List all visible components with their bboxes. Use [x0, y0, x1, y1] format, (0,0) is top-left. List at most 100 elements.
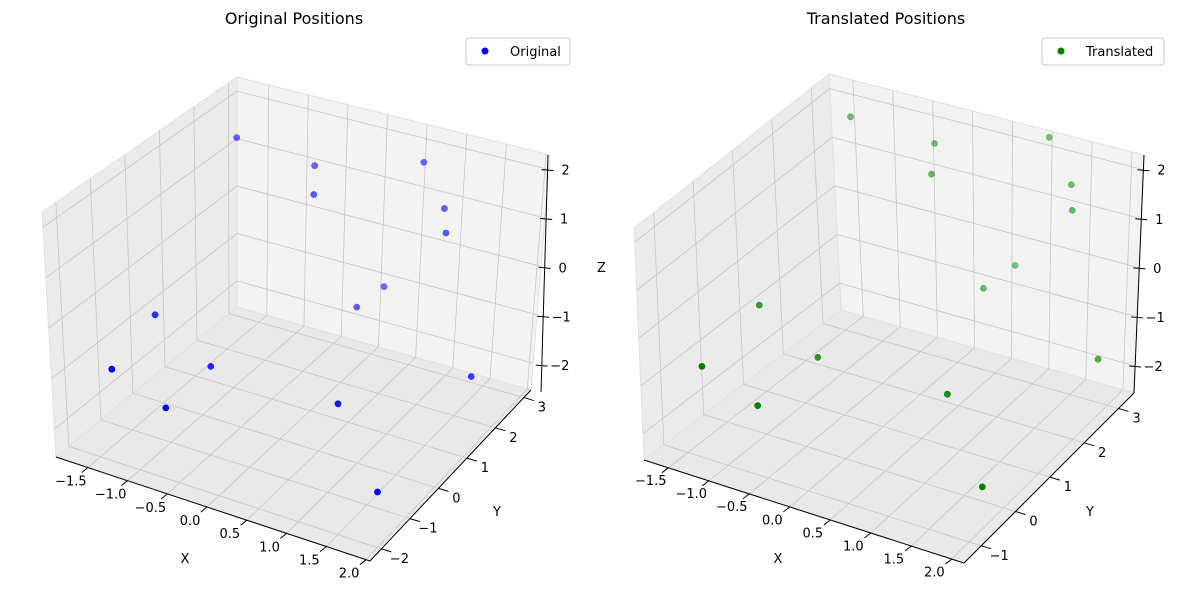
data-point — [1067, 181, 1075, 189]
data-point — [151, 311, 159, 319]
z-tick-label: 0 — [559, 261, 567, 276]
data-point — [944, 390, 951, 398]
y-axis-ticks: −2 −1 0 1 2 3 — [369, 389, 546, 567]
data-point — [1011, 262, 1019, 269]
y-tick-mark — [466, 457, 478, 462]
z-grid-line — [839, 282, 1136, 367]
y-tick-label: −2 — [390, 552, 409, 567]
data-point — [334, 400, 342, 408]
x-grid-line — [951, 389, 1124, 560]
y-tick-mark — [1118, 407, 1129, 412]
z-grid-line — [45, 138, 238, 278]
data-point — [1045, 133, 1053, 141]
z-grid-line — [236, 90, 549, 170]
x-tick-mark — [121, 480, 128, 487]
x-tick-mark — [359, 559, 367, 566]
y-tick-mark — [1049, 476, 1061, 481]
y-grid-line — [771, 119, 784, 354]
y-grid-line — [100, 419, 411, 520]
x-grid-line — [127, 325, 305, 481]
legend-box — [1041, 37, 1165, 66]
x-grid-line — [1048, 131, 1053, 369]
x-tick-label: −1.0 — [95, 488, 127, 503]
x-grid-line — [708, 326, 901, 482]
x-grid-line — [668, 315, 864, 469]
z-grid-line — [236, 138, 546, 219]
z-tick-label: −2 — [1144, 360, 1163, 375]
y-tick-label: −1 — [990, 549, 1009, 564]
x-tick-mark — [240, 519, 248, 526]
z-grid-line — [829, 88, 1144, 171]
grid-lines — [634, 80, 1144, 560]
data-point — [698, 363, 706, 370]
data-point — [380, 283, 388, 291]
x-grid-line — [526, 153, 547, 389]
x-tick-label: 1.5 — [299, 554, 320, 569]
x-grid-line — [932, 100, 938, 338]
x-tick-mark — [280, 532, 287, 539]
plot-title: Original Positions — [225, 9, 363, 28]
data-point — [980, 284, 987, 292]
z-axis-ticks: −2 −1 0 1 2 — [535, 154, 571, 393]
x-tick-label: −0.5 — [716, 500, 748, 515]
z-grid-line — [42, 90, 238, 228]
y-axis-line — [369, 389, 532, 562]
y-grid-line — [743, 383, 1050, 478]
data-point — [310, 191, 318, 198]
y-tick-mark — [495, 427, 506, 432]
data-point — [442, 229, 450, 237]
x-tick-label: 0.5 — [802, 526, 823, 541]
x-tick-label: 1.5 — [883, 552, 904, 567]
z-tick-label: −1 — [552, 310, 571, 325]
y-axis-line — [963, 392, 1135, 564]
y-grid-line — [227, 82, 230, 314]
y-tick-label: 2 — [509, 431, 517, 446]
x-tick-label: −0.5 — [135, 501, 167, 516]
z-axis-line — [1133, 154, 1145, 394]
z-grid-line — [640, 234, 838, 387]
x-grid-line — [325, 378, 491, 547]
original-positions-plot: Original Positions −1.5 −1.0 −0.5 0.0 0.5 1.0… — [41, 9, 606, 582]
z-grid-line — [642, 282, 840, 435]
data-point — [108, 365, 116, 373]
y-grid-line — [89, 178, 102, 420]
y-tick-label: 3 — [538, 401, 546, 416]
y-grid-line — [663, 444, 982, 547]
x-axis-line — [55, 456, 371, 562]
data-point — [207, 363, 215, 370]
data-points — [698, 113, 1102, 491]
y-tick-mark — [381, 548, 392, 553]
x-axis-label: X — [774, 552, 783, 567]
data-point — [754, 402, 762, 409]
y-tick-label: 0 — [1029, 514, 1037, 529]
plot-title: Translated Positions — [806, 9, 966, 28]
z-grid-line — [236, 233, 538, 316]
y-tick-mark — [438, 487, 449, 492]
x-grid-line — [789, 347, 975, 508]
legend: Translated — [1041, 37, 1165, 66]
x-tick-mark — [783, 506, 791, 513]
x-grid-line — [1122, 151, 1133, 390]
y-grid-line — [783, 353, 1085, 444]
x-grid-line — [852, 80, 864, 317]
y-grid-line — [692, 181, 705, 415]
x-tick-mark — [742, 493, 750, 500]
x-grid-line — [452, 134, 468, 368]
x-tick-mark — [823, 519, 831, 526]
data-point — [420, 159, 428, 166]
legend-box — [465, 37, 571, 66]
data-point — [311, 162, 319, 170]
y-tick-label: 2 — [1098, 446, 1106, 461]
z-grid-line — [832, 136, 1142, 220]
y-tick-mark — [981, 545, 992, 550]
x-grid-line — [206, 346, 379, 508]
x-grid-line — [1011, 121, 1013, 359]
x-tick-mark — [319, 546, 327, 553]
z-tick-label: 2 — [1157, 164, 1165, 179]
x-grid-line — [167, 336, 342, 495]
data-point — [162, 404, 170, 412]
data-point — [814, 354, 822, 361]
x-tick-mark — [904, 545, 912, 552]
x-axis-ticks: −1.5 −1.0 −0.5 0.0 0.5 1.0 1.5 2.0 — [635, 459, 965, 580]
y-grid-line — [196, 339, 496, 429]
